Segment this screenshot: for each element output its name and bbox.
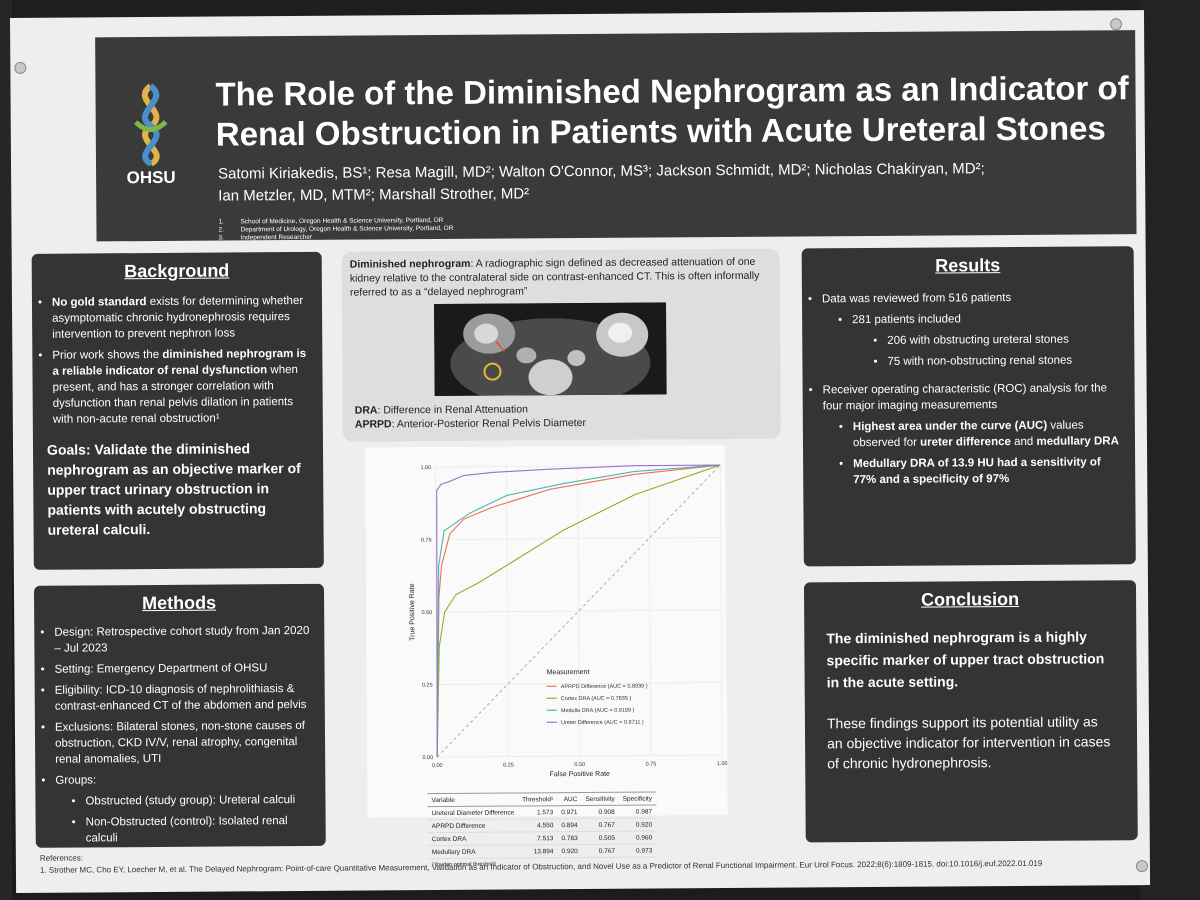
conclusion-text: These findings support its potential uti… (826, 713, 1111, 772)
pushpin-icon (14, 61, 27, 74)
results-item: Receiver operating characteristic (ROC) … (803, 380, 1125, 414)
roc-chart-area: 0.00 0.25 0.50 0.75 1.00 0.00 0.25 0.50 0.75 1.00… (365, 445, 728, 868)
legend-entry: Cortex DRA (AUC = 0.7835 ) (561, 696, 632, 702)
results-item: Highest area under the curve (AUC) value… (803, 417, 1123, 451)
diminished-nephrogram-definition: Diminished nephrogram: A radiographic si… (349, 255, 760, 299)
results-sublist: 281 patients included (802, 310, 1134, 328)
poster: OHSU The Role of the Diminished Nephrogr… (10, 10, 1151, 893)
aprpd-definition: APRPD: Anterior-Posterior Renal Pelvis D… (354, 416, 586, 431)
author-list: Satomi Kiriakedis, BS¹; Resa Magill, MD²… (218, 157, 1118, 207)
references: References: 1. Strother MC, Cho EY, Loec… (40, 845, 1130, 877)
gridline-y (436, 609, 722, 613)
abbreviation-list: DRA: Difference in Renal Attenuation APR… (355, 402, 586, 432)
background-item: Prior work shows the diminished nephrogr… (32, 346, 313, 428)
x-tick-label: 0.50 (574, 762, 585, 768)
gridline-y (436, 682, 722, 685)
conclusion-statement: The diminished nephrogram is a highly sp… (826, 628, 1105, 691)
roc-curve (436, 464, 721, 758)
roc-curve (436, 464, 721, 758)
pushpin-icon (1135, 860, 1148, 873)
gridline-y (437, 754, 723, 758)
results-item: 75 with non-obstructing renal stones (802, 352, 1134, 370)
results-item: Data was reviewed from 516 patients (802, 289, 1124, 307)
roc-curve (436, 464, 721, 758)
background-panel: Background No gold standard exists for d… (31, 251, 324, 570)
legend-title: Measurement (547, 669, 590, 676)
table-header-cell: AUC (557, 792, 582, 806)
background-heading: Background (124, 260, 230, 282)
results-item: Medullary DRA of 13.9 HU had a sensitivi… (803, 454, 1123, 488)
logo-text: OHSU (126, 167, 176, 188)
pushpin-icon (1110, 18, 1123, 31)
conclusion-heading: Conclusion (921, 588, 1020, 610)
goals-text: Goals: Validate the diminished nephrogra… (46, 440, 301, 538)
groups-list: Obstructed (study group): Ureteral calcu… (35, 792, 315, 847)
background-list: No gold standard exists for determining … (32, 293, 313, 428)
y-tick-label: 0.75 (421, 538, 432, 544)
results-list: Receiver operating characteristic (ROC) … (803, 380, 1125, 414)
affiliation-list: 1. School of Medicine, Oregon Health & Sc… (218, 217, 453, 243)
roc-curve (436, 464, 721, 758)
helix-logo-icon (133, 83, 168, 167)
wall-left (0, 0, 12, 900)
poster-title: The Role of the Diminished Nephrogram as… (215, 69, 1129, 153)
poster-header: OHSU The Role of the Diminished Nephrogr… (95, 30, 1137, 243)
background-item: No gold standard exists for determining … (32, 293, 312, 343)
chart-legend: Measurement APRPD Difference (AUC = 0.89… (547, 669, 648, 727)
reference-diagonal (436, 464, 721, 758)
y-tick-label: 1.00 (420, 465, 431, 471)
methods-panel: Methods Design: Retrospective cohort stu… (33, 583, 326, 848)
table-header-cell: Specificity (618, 792, 657, 806)
group-item: Obstructed (study group): Ureteral calcu… (35, 792, 315, 810)
results-heading: Results (935, 255, 1001, 276)
methods-heading: Methods (142, 592, 217, 614)
legend-entry: APRPD Difference (AUC = 0.8939 ) (561, 684, 648, 691)
roc-chart: 0.00 0.25 0.50 0.75 1.00 0.00 0.25 0.50 0.75 1.00… (409, 464, 728, 778)
methods-item: Design: Retrospective cohort study from … (34, 623, 314, 657)
results-sublist: Highest area under the curve (AUC) value… (803, 417, 1123, 488)
y-tick-label: 0.25 (422, 683, 433, 689)
definition-box: Diminished nephrogram: A radiographic si… (341, 248, 781, 442)
affiliation-item: 2. Department of Urology, Oregon Health &… (218, 224, 454, 234)
x-axis-label: False Positive Rate (550, 771, 610, 778)
table-header-cell: Sensitivity (581, 792, 619, 806)
results-item: 206 with obstructing ureteral stones (802, 331, 1134, 349)
table-header-cell: Variable (427, 792, 519, 807)
affiliation-item: 3. Independent Researcher (218, 233, 313, 242)
wall-right (1140, 0, 1200, 900)
x-tick-label: 0.25 (503, 763, 514, 769)
ohsu-logo: OHSU (115, 82, 186, 192)
ct-scan-image (434, 302, 667, 397)
methods-item: Setting: Emergency Department of OHSU (34, 660, 314, 678)
y-axis-label: True Positive Rate (409, 583, 416, 640)
methods-item: Groups: (35, 771, 315, 789)
table-header-cell: Threshold¹ (518, 792, 558, 806)
legend-entry: Ureter Difference (AUC = 0.9711 ) (561, 720, 644, 727)
methods-item: Eligibility: ICD-10 diagnosis of nephrol… (35, 681, 315, 715)
methods-item: Exclusions: Bilateral stones, non-stone … (35, 718, 315, 768)
group-item: Non-Obstructed (control): Isolated renal… (36, 813, 316, 847)
results-item: 281 patients included (802, 310, 1134, 328)
gridline-y (435, 537, 721, 540)
results-subsublist: 206 with obstructing ureteral stones 75 … (802, 331, 1134, 370)
y-tick-label: 0.00 (422, 755, 433, 761)
y-tick-label: 0.50 (421, 610, 432, 616)
x-tick-label: 1.00 (717, 761, 728, 767)
legend-entry: Medulla DRA (AUC = 0.9199 ) (561, 708, 635, 715)
conclusion-panel: Conclusion The diminished nephrogram is … (803, 580, 1138, 843)
x-tick-label: 0.75 (646, 762, 657, 768)
methods-list: Design: Retrospective cohort study from … (34, 623, 315, 789)
x-tick-label: 0.00 (432, 763, 443, 769)
results-list: Data was reviewed from 516 patients (802, 289, 1124, 307)
results-panel: Results Data was reviewed from 516 patie… (801, 246, 1136, 567)
